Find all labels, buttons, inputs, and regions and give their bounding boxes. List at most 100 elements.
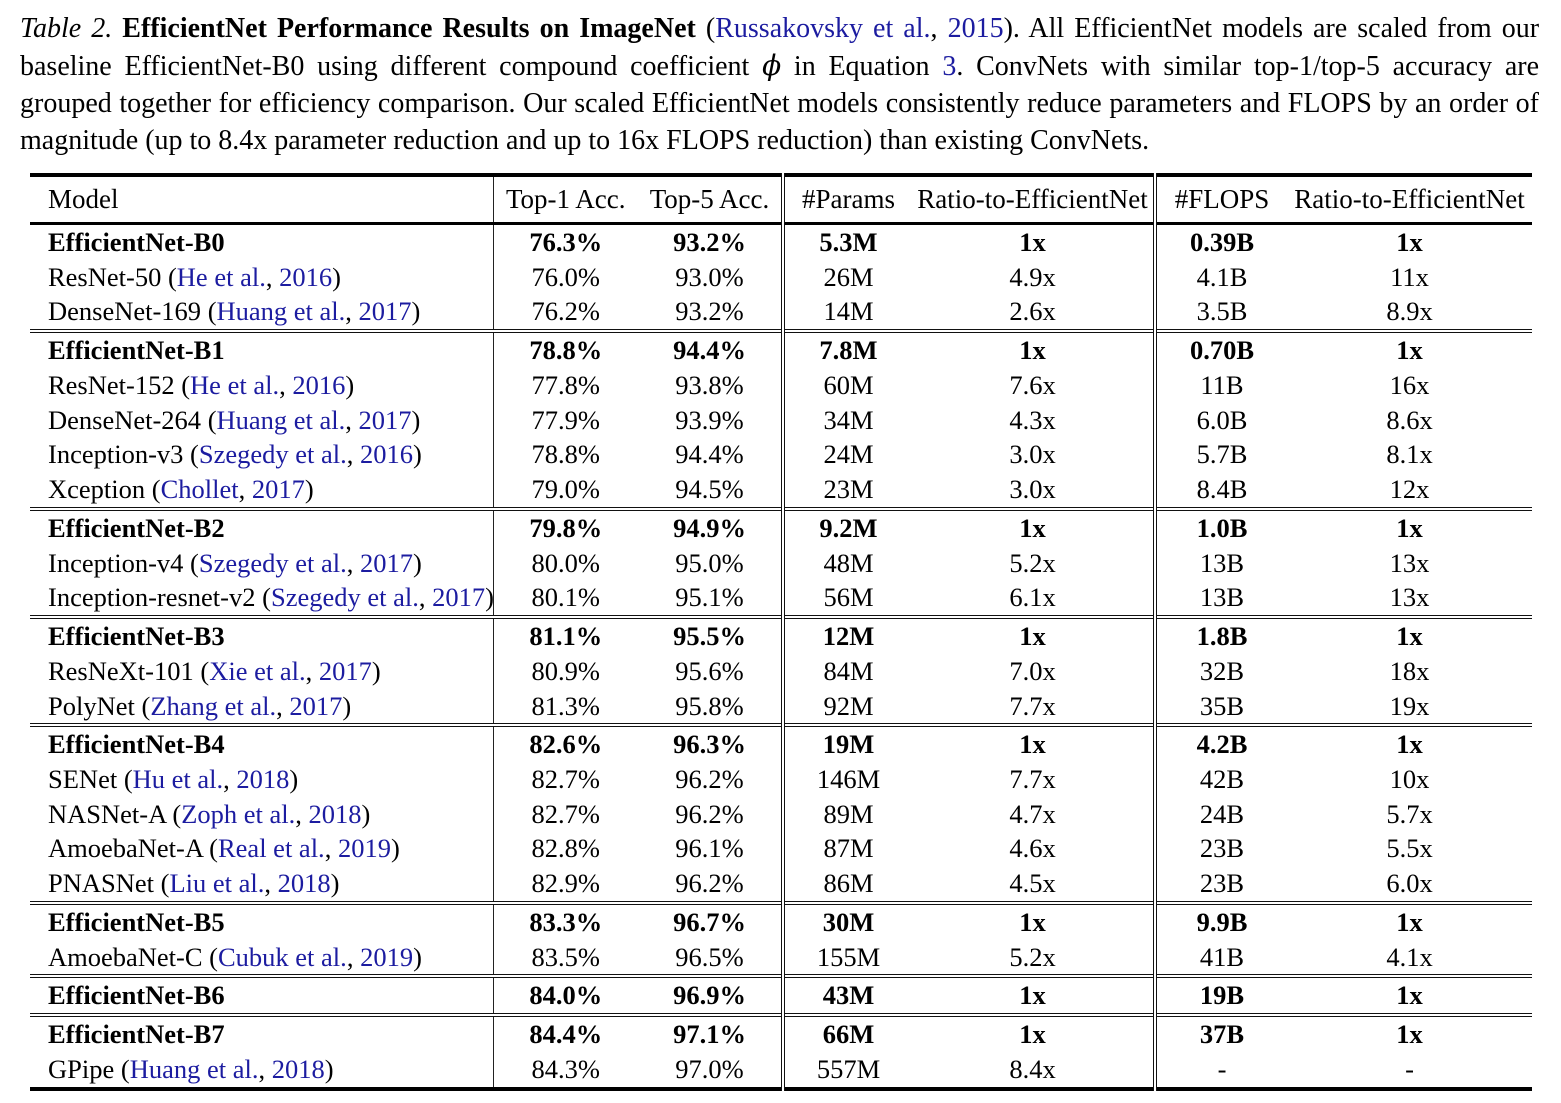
footnote-text: ), or models pretrained on 3.5B Instagra… xyxy=(664,1102,1195,1103)
citation-year-link[interactable]: 2019 xyxy=(337,833,391,864)
citation-author-link[interactable]: Szegedy et al. xyxy=(198,547,347,578)
model-name: GPipe xyxy=(48,1053,115,1084)
table-footnote: We omit ensemble and multi-crop models (… xyxy=(60,1100,1537,1103)
model-cell: AmoebaNet-C (Cubuk et al., 2019) xyxy=(30,940,493,977)
model-name: AmoebaNet-A xyxy=(48,833,203,864)
citation-author-link[interactable]: Hu et al. xyxy=(132,764,224,795)
top1-acc-cell: 80.0% xyxy=(492,545,638,581)
top5-acc-cell: 96.3% xyxy=(673,729,746,760)
params-cell: 43M xyxy=(781,976,912,1016)
citation-author-link[interactable]: Szegedy et al. xyxy=(270,582,419,613)
top1-acc-cell: 83.3% xyxy=(492,902,638,940)
model-cell: EfficientNet-B5 xyxy=(30,903,493,940)
citation-year-link[interactable]: 2018 xyxy=(277,868,331,899)
citation-author-link[interactable]: Zoph et al. xyxy=(181,798,296,829)
citation-year-link[interactable]: 2018 xyxy=(271,1053,325,1084)
table-group: EfficientNet-B5 83.3% 96.7% 30M 1x 9.9B 1x Amoe… xyxy=(30,902,1532,977)
citation-year-link[interactable]: 2018 xyxy=(236,764,290,795)
flops-cell: 1.0B xyxy=(1153,508,1287,546)
table-row: EfficientNet-B0 76.3% 93.2% 5.3M 1x 0.39B 1x xyxy=(30,223,1532,260)
cite-punctuation: ( xyxy=(117,764,133,795)
top5-acc-cell: 97.1% xyxy=(673,1019,746,1050)
citation-year-link[interactable]: 2016 xyxy=(360,439,414,470)
citation-author-link[interactable]: Huang et al. xyxy=(216,296,346,327)
citation-year-link[interactable]: 2018 xyxy=(308,798,362,829)
citation-author-link[interactable]: He et al. xyxy=(176,261,266,292)
table-row: ResNet-152 (He et al., 2016) 77.8% 93.8% 60… xyxy=(30,367,1532,403)
model-name: EfficientNet-B2 xyxy=(48,512,225,543)
caption-text: . ConvNets with similar top-1/top-5 accu… xyxy=(20,51,1539,156)
citation-author-link[interactable]: He et al. xyxy=(190,369,280,400)
params-ratio-cell: 2.6x xyxy=(1009,296,1056,327)
model-cell: Inception-resnet-v2 (Szegedy et al., 201… xyxy=(30,580,494,617)
flops-cell: 19B xyxy=(1153,976,1287,1016)
citation-author-link[interactable]: Cubuk et al. xyxy=(218,941,347,972)
citation-author-link[interactable]: Huang et al. xyxy=(129,1053,259,1084)
citation-year-link[interactable]: 2017 xyxy=(432,582,486,613)
citation-author-link[interactable]: Liu et al. xyxy=(169,868,265,899)
citation-author-link[interactable]: Szegedy et al. xyxy=(198,439,347,470)
table-row: ResNeXt-101 (Xie et al., 2017) 80.9% 95.6%… xyxy=(30,653,1532,689)
citation-author-link[interactable]: Huang et al. xyxy=(216,404,346,435)
footnote-text: ). xyxy=(1408,1102,1423,1103)
citation-year-link[interactable]: 2016 xyxy=(292,369,346,400)
citation-link-mahajan[interactable]: Mahajan et al. xyxy=(1195,1102,1343,1103)
citation-year-link[interactable]: 2017 xyxy=(289,690,343,721)
table-row: ResNet-50 (He et al., 2016) 76.0% 93.0% 26M… xyxy=(30,259,1532,295)
citation-year-link-2018a[interactable]: 2018 xyxy=(612,1102,664,1103)
column-header-top5: Top-5 Acc. xyxy=(638,175,783,225)
citation-year-link[interactable]: 2017 xyxy=(358,296,412,327)
top5-acc-cell: 93.2% xyxy=(673,227,746,257)
top1-acc-cell: 82.6% xyxy=(492,725,638,763)
model-name: DenseNet-264 xyxy=(48,404,202,435)
citation-year-link-2015[interactable]: 2015 xyxy=(947,13,1004,44)
flops-ratio-cell: 8.9x xyxy=(1386,296,1433,327)
citation-year-link[interactable]: 2019 xyxy=(360,941,414,972)
flops-cell: 1.8B xyxy=(1153,617,1287,654)
flops-cell: 0.70B xyxy=(1153,331,1287,368)
citation-author-link[interactable]: Real et al. xyxy=(218,833,325,864)
citation-author-link[interactable]: Xie et al. xyxy=(209,655,306,686)
flops-ratio-cell: 1x xyxy=(1396,335,1423,366)
params-ratio-cell: 4.7x xyxy=(1009,798,1056,829)
table-row: Inception-resnet-v2 (Szegedy et al., 201… xyxy=(30,580,1532,618)
table-row: GPipe (Huang et al., 2018) 84.3% 97.0% 557M… xyxy=(30,1051,1532,1089)
table-row: AmoebaNet-A (Real et al., 2019) 82.8% 96.1… xyxy=(30,831,1532,867)
top1-acc-cell: 78.8% xyxy=(492,331,638,368)
model-cell: NASNet-A (Zoph et al., 2018) xyxy=(30,797,493,832)
flops-ratio-cell: 1x xyxy=(1396,729,1423,760)
top1-acc-cell: 80.1% xyxy=(492,580,638,618)
cite-punctuation: ) xyxy=(413,439,422,470)
citation-year-link[interactable]: 2016 xyxy=(279,261,333,292)
model-name: EfficientNet-B7 xyxy=(48,1019,225,1050)
cite-punctuation: ) xyxy=(413,941,422,972)
cite-punctuation: ) xyxy=(411,296,421,327)
citation-link-hu[interactable]: Hu et al. xyxy=(510,1102,599,1103)
citation-author-link[interactable]: Chollet xyxy=(160,474,239,505)
citation-year-link-2018b[interactable]: 2018 xyxy=(1356,1102,1408,1103)
flops-cell: 0.39B xyxy=(1153,223,1287,260)
cite-punctuation: ( xyxy=(202,941,218,972)
params-ratio-cell: 7.7x xyxy=(1009,690,1056,721)
citation-year-link[interactable]: 2017 xyxy=(358,404,412,435)
params-ratio-cell: 1x xyxy=(1019,621,1046,652)
cite-punctuation: ( xyxy=(134,690,151,721)
cite-punctuation: ( xyxy=(201,404,217,435)
table-row: PNASNet (Liu et al., 2018) 82.9% 96.2% 86M 4… xyxy=(30,866,1532,903)
citation-author-link[interactable]: Zhang et al. xyxy=(150,690,277,721)
citation-year-link[interactable]: 2017 xyxy=(251,474,305,505)
footnote-text: , xyxy=(1343,1102,1356,1103)
citation-year-link[interactable]: 2017 xyxy=(318,655,372,686)
cite-punctuation: , xyxy=(346,941,361,972)
cite-punctuation: ( xyxy=(161,261,177,292)
flops-cell: 11B xyxy=(1153,367,1287,403)
model-cell: EfficientNet-B0 xyxy=(30,224,493,260)
table-row: AmoebaNet-C (Cubuk et al., 2019) 83.5% 96.… xyxy=(30,939,1532,977)
citation-link-russakovsky[interactable]: Russakovsky et al. xyxy=(715,13,931,44)
equation-ref-link[interactable]: 3 xyxy=(942,51,957,82)
cite-punctuation: ) xyxy=(413,547,422,578)
citation-year-link[interactable]: 2017 xyxy=(360,547,414,578)
table-caption: Table 2. EfficientNet Performance Result… xyxy=(20,10,1539,159)
cite-punctuation: ) xyxy=(342,690,352,721)
top5-acc-cell: 95.0% xyxy=(675,547,744,578)
